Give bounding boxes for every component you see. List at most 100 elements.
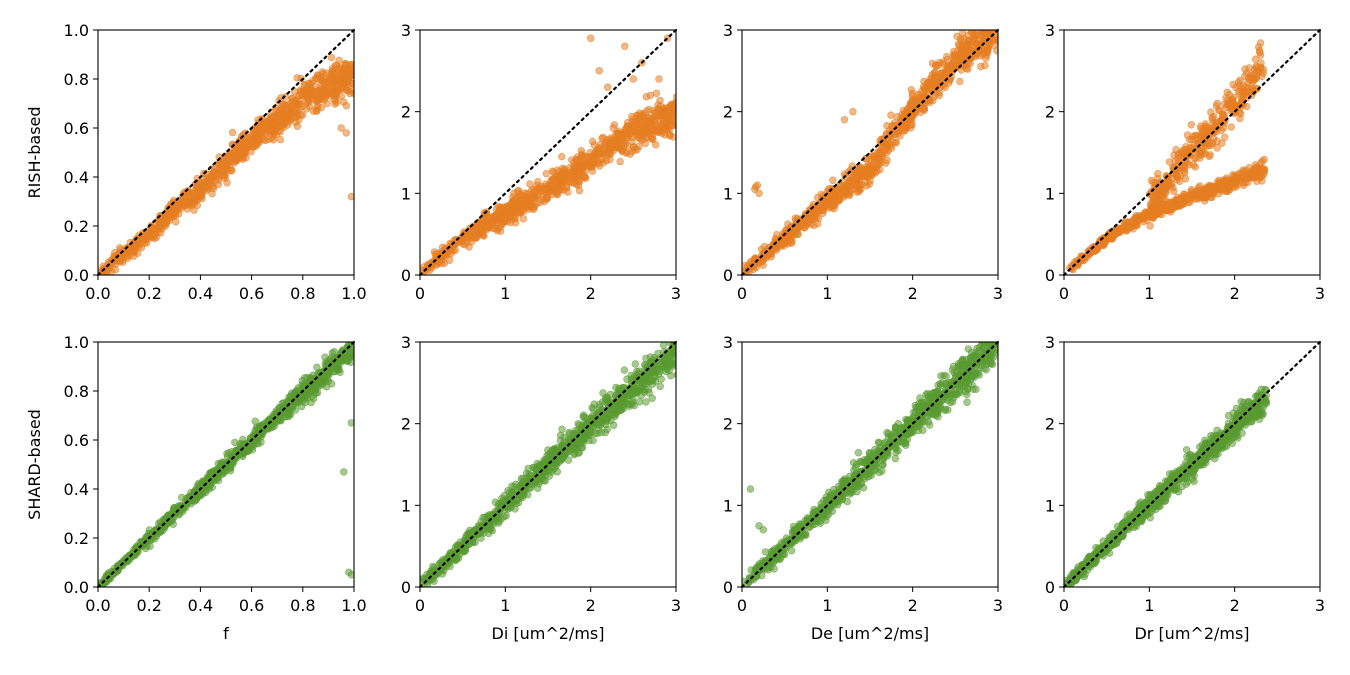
data-point bbox=[183, 205, 192, 213]
data-point bbox=[325, 74, 334, 83]
y-tick-label: 0.4 bbox=[64, 168, 89, 187]
data-point bbox=[1151, 192, 1160, 200]
data-point bbox=[840, 116, 849, 124]
x-tick-label: 2 bbox=[586, 284, 596, 303]
data-point bbox=[562, 175, 570, 184]
data-point bbox=[327, 53, 336, 62]
identity-line bbox=[96, 28, 356, 277]
data-point bbox=[1251, 161, 1260, 169]
data-point bbox=[1253, 177, 1261, 185]
data-point bbox=[993, 47, 998, 55]
y-tick-label: 0.6 bbox=[64, 119, 89, 138]
data-point bbox=[1174, 151, 1183, 160]
y-tick-label: 0.4 bbox=[64, 480, 89, 499]
data-point bbox=[208, 472, 217, 480]
data-point bbox=[649, 135, 657, 144]
data-point bbox=[355, 68, 362, 75]
data-point bbox=[1197, 132, 1205, 141]
data-point bbox=[1207, 190, 1216, 198]
data-point bbox=[525, 201, 533, 209]
data-point bbox=[526, 194, 535, 202]
data-point bbox=[1171, 157, 1179, 165]
data-point bbox=[995, 19, 1002, 26]
data-point bbox=[542, 169, 550, 178]
x-tick-label: 0.6 bbox=[239, 284, 264, 303]
data-point bbox=[1251, 55, 1260, 63]
data-point bbox=[1209, 135, 1218, 143]
data-point bbox=[193, 201, 202, 210]
data-point bbox=[1185, 192, 1193, 201]
scatter-points bbox=[98, 53, 362, 275]
data-point bbox=[105, 574, 113, 582]
data-point bbox=[1237, 175, 1246, 183]
y-tick-label: 1 bbox=[1045, 184, 1055, 203]
y-tick-label: 0 bbox=[1045, 266, 1055, 285]
data-point bbox=[300, 374, 309, 382]
data-point bbox=[594, 149, 603, 157]
x-tick-label: 1 bbox=[1144, 284, 1154, 303]
data-point bbox=[529, 205, 538, 214]
data-point bbox=[323, 99, 331, 108]
data-point bbox=[258, 133, 266, 141]
data-point bbox=[240, 449, 249, 457]
data-point bbox=[982, 48, 991, 57]
data-point bbox=[673, 330, 680, 337]
data-point bbox=[657, 121, 665, 129]
y-tick-label: 0 bbox=[723, 266, 733, 285]
data-point bbox=[178, 195, 187, 204]
data-point bbox=[595, 67, 603, 75]
data-point bbox=[573, 153, 581, 161]
data-point bbox=[1185, 136, 1194, 144]
data-point bbox=[473, 233, 481, 241]
data-point bbox=[1220, 133, 1229, 141]
data-point bbox=[295, 396, 303, 404]
data-point bbox=[1214, 190, 1223, 198]
data-point bbox=[950, 52, 959, 61]
data-point bbox=[535, 184, 544, 193]
data-point bbox=[519, 215, 527, 223]
data-point bbox=[873, 148, 882, 157]
data-point bbox=[145, 526, 154, 534]
data-point bbox=[822, 202, 830, 210]
data-point bbox=[1149, 205, 1157, 213]
data-point bbox=[943, 55, 952, 64]
data-point bbox=[621, 42, 629, 50]
data-point bbox=[151, 230, 159, 239]
data-point bbox=[221, 174, 229, 183]
data-point bbox=[313, 363, 321, 371]
identity-line bbox=[740, 28, 1000, 277]
data-point bbox=[339, 98, 348, 106]
data-point bbox=[324, 377, 332, 385]
data-point bbox=[930, 92, 938, 101]
y-tick-label: 0.6 bbox=[64, 431, 89, 450]
data-point bbox=[291, 113, 299, 122]
data-point bbox=[175, 511, 183, 519]
axes-frame bbox=[419, 29, 677, 276]
data-point bbox=[283, 111, 291, 120]
data-point bbox=[1192, 154, 1200, 162]
data-point bbox=[642, 398, 650, 406]
x-tick-label: 2 bbox=[1230, 284, 1240, 303]
data-point bbox=[1202, 184, 1210, 192]
data-point bbox=[656, 102, 665, 110]
data-point bbox=[543, 193, 551, 201]
data-point bbox=[274, 112, 283, 120]
y-tick-label: 0.2 bbox=[64, 529, 89, 548]
data-point bbox=[817, 196, 826, 205]
data-point bbox=[580, 173, 588, 181]
data-point bbox=[900, 127, 909, 135]
data-point bbox=[503, 209, 512, 218]
data-point bbox=[668, 116, 676, 124]
data-point bbox=[880, 147, 889, 155]
data-point bbox=[892, 138, 900, 146]
data-point bbox=[334, 360, 342, 368]
data-point bbox=[887, 111, 895, 119]
axes-frame bbox=[97, 29, 355, 276]
axes-frame bbox=[741, 29, 999, 276]
data-point bbox=[483, 224, 492, 232]
y-tick-label: 0.0 bbox=[64, 266, 89, 285]
y-tick-label: 0.8 bbox=[64, 382, 89, 401]
data-point bbox=[990, 22, 997, 29]
data-point bbox=[1187, 121, 1196, 129]
